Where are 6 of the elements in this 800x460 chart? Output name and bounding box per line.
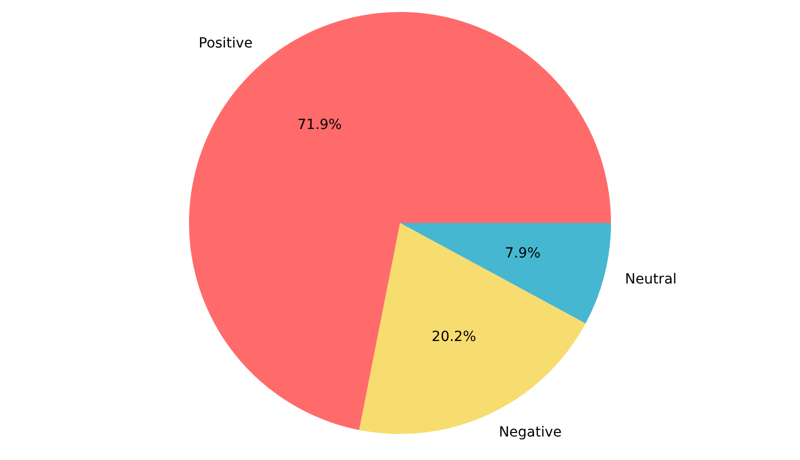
slice-label: Negative	[498, 424, 562, 441]
data-label: 20.2%	[432, 329, 476, 346]
slice-label: Neutral	[624, 272, 677, 288]
data-label: 7.9%	[504, 246, 541, 262]
slice-label: Positive	[198, 35, 253, 52]
data-label: 71.9%	[297, 116, 342, 133]
